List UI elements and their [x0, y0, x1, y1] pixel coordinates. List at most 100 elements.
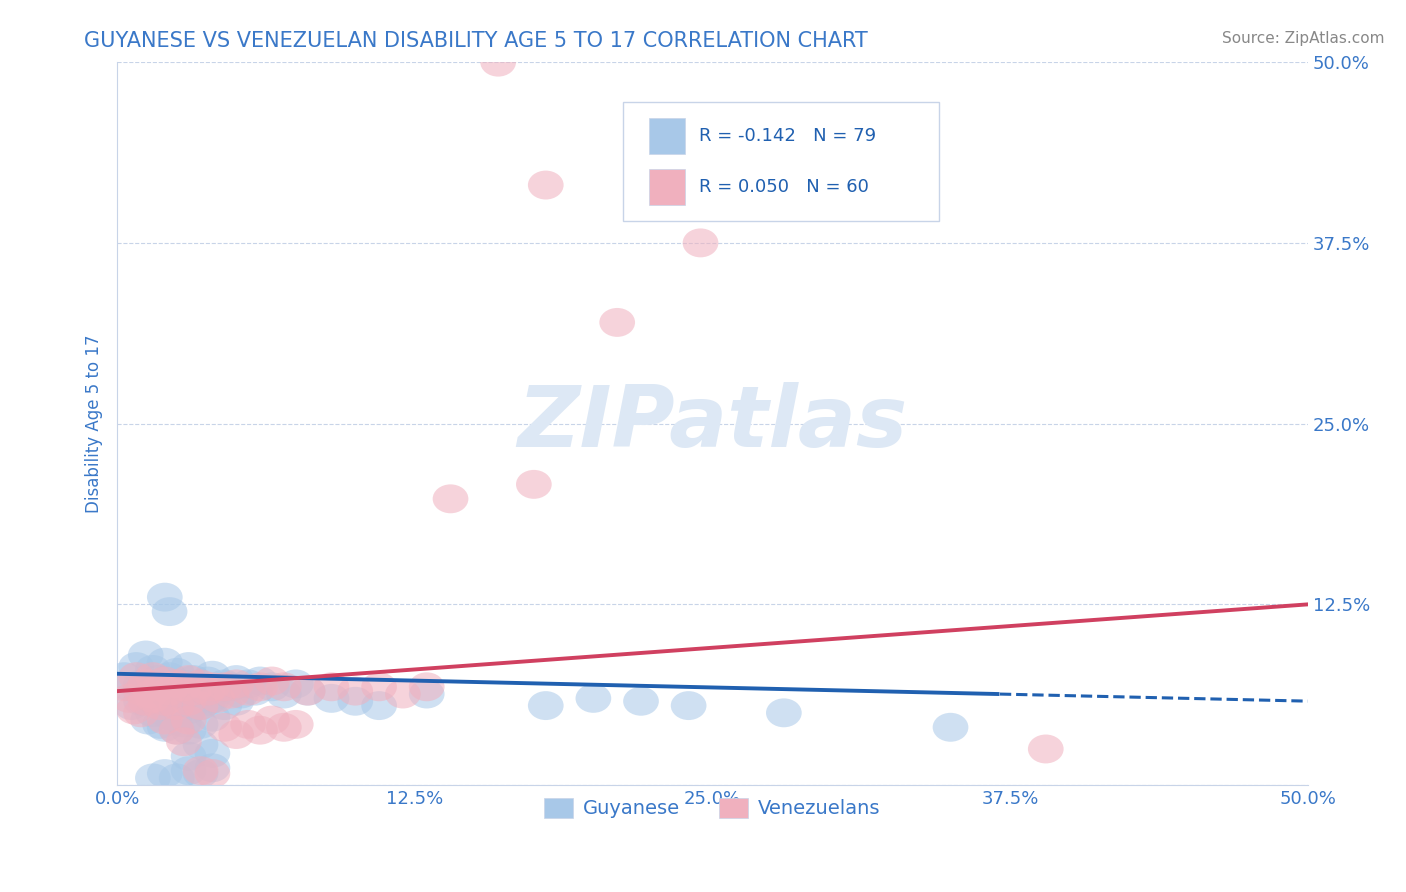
- Ellipse shape: [183, 691, 218, 720]
- Ellipse shape: [361, 673, 396, 701]
- Ellipse shape: [218, 665, 254, 694]
- Ellipse shape: [290, 677, 326, 706]
- Ellipse shape: [409, 680, 444, 708]
- Ellipse shape: [266, 713, 302, 742]
- Ellipse shape: [148, 759, 183, 788]
- Ellipse shape: [124, 698, 159, 727]
- Ellipse shape: [516, 470, 551, 499]
- Ellipse shape: [166, 670, 201, 698]
- Ellipse shape: [170, 706, 207, 734]
- Ellipse shape: [183, 670, 218, 698]
- Ellipse shape: [194, 759, 231, 788]
- Ellipse shape: [139, 665, 176, 694]
- Ellipse shape: [207, 673, 242, 701]
- Ellipse shape: [159, 658, 194, 687]
- Ellipse shape: [183, 756, 218, 785]
- Ellipse shape: [194, 703, 231, 731]
- Ellipse shape: [159, 691, 194, 720]
- Ellipse shape: [131, 706, 166, 734]
- Ellipse shape: [170, 696, 207, 724]
- Text: R = -0.142   N = 79: R = -0.142 N = 79: [699, 127, 876, 145]
- Ellipse shape: [671, 691, 706, 720]
- Ellipse shape: [135, 681, 170, 710]
- Ellipse shape: [266, 673, 302, 701]
- Ellipse shape: [278, 710, 314, 739]
- Ellipse shape: [231, 670, 266, 698]
- Ellipse shape: [148, 687, 183, 715]
- Ellipse shape: [159, 715, 194, 745]
- Ellipse shape: [107, 673, 142, 701]
- Ellipse shape: [190, 666, 225, 696]
- Ellipse shape: [200, 684, 235, 713]
- Ellipse shape: [314, 684, 349, 713]
- Ellipse shape: [124, 677, 159, 706]
- Ellipse shape: [128, 687, 163, 715]
- Ellipse shape: [148, 648, 183, 677]
- Ellipse shape: [337, 687, 373, 715]
- Ellipse shape: [194, 673, 231, 701]
- Y-axis label: Disability Age 5 to 17: Disability Age 5 to 17: [86, 334, 103, 513]
- Ellipse shape: [599, 308, 636, 337]
- Ellipse shape: [118, 662, 155, 691]
- Ellipse shape: [207, 713, 242, 742]
- Ellipse shape: [433, 484, 468, 513]
- Ellipse shape: [231, 710, 266, 739]
- Ellipse shape: [361, 691, 396, 720]
- Ellipse shape: [111, 684, 148, 713]
- Ellipse shape: [623, 687, 659, 715]
- Ellipse shape: [170, 652, 207, 681]
- Ellipse shape: [152, 701, 187, 731]
- Ellipse shape: [214, 680, 249, 708]
- Ellipse shape: [183, 691, 218, 720]
- Ellipse shape: [159, 764, 194, 792]
- Ellipse shape: [176, 665, 211, 694]
- Ellipse shape: [183, 673, 218, 701]
- Ellipse shape: [409, 673, 444, 701]
- Ellipse shape: [170, 687, 207, 715]
- Ellipse shape: [254, 706, 290, 734]
- Ellipse shape: [254, 666, 290, 696]
- Text: ZIPatlas: ZIPatlas: [517, 382, 907, 465]
- FancyBboxPatch shape: [650, 169, 685, 205]
- Ellipse shape: [932, 713, 969, 742]
- Ellipse shape: [148, 666, 183, 696]
- Ellipse shape: [132, 680, 169, 708]
- Legend: Guyanese, Venezuelans: Guyanese, Venezuelans: [537, 790, 889, 826]
- Ellipse shape: [527, 691, 564, 720]
- Ellipse shape: [176, 677, 211, 706]
- Ellipse shape: [124, 670, 159, 698]
- Ellipse shape: [266, 680, 302, 708]
- FancyBboxPatch shape: [650, 118, 685, 154]
- Ellipse shape: [111, 673, 148, 701]
- Ellipse shape: [142, 673, 179, 701]
- Text: R = 0.050   N = 60: R = 0.050 N = 60: [699, 178, 869, 196]
- Ellipse shape: [170, 756, 207, 785]
- Ellipse shape: [128, 677, 163, 706]
- Ellipse shape: [207, 691, 242, 720]
- Ellipse shape: [170, 677, 207, 706]
- Ellipse shape: [166, 727, 201, 756]
- Ellipse shape: [135, 764, 170, 792]
- Ellipse shape: [142, 687, 179, 715]
- FancyBboxPatch shape: [623, 102, 939, 221]
- Ellipse shape: [190, 677, 225, 706]
- Ellipse shape: [117, 696, 152, 724]
- Ellipse shape: [128, 670, 163, 698]
- Text: Source: ZipAtlas.com: Source: ZipAtlas.com: [1222, 31, 1385, 46]
- Ellipse shape: [166, 708, 201, 738]
- Ellipse shape: [142, 710, 179, 739]
- Ellipse shape: [527, 170, 564, 200]
- Ellipse shape: [124, 687, 159, 715]
- Ellipse shape: [314, 673, 349, 701]
- Ellipse shape: [148, 673, 183, 701]
- Ellipse shape: [218, 670, 254, 698]
- Ellipse shape: [218, 687, 254, 715]
- Ellipse shape: [183, 731, 218, 759]
- Ellipse shape: [170, 742, 207, 771]
- Ellipse shape: [242, 673, 278, 701]
- Ellipse shape: [166, 673, 201, 701]
- Ellipse shape: [148, 691, 183, 720]
- Ellipse shape: [114, 691, 149, 720]
- Ellipse shape: [254, 673, 290, 701]
- Ellipse shape: [481, 47, 516, 77]
